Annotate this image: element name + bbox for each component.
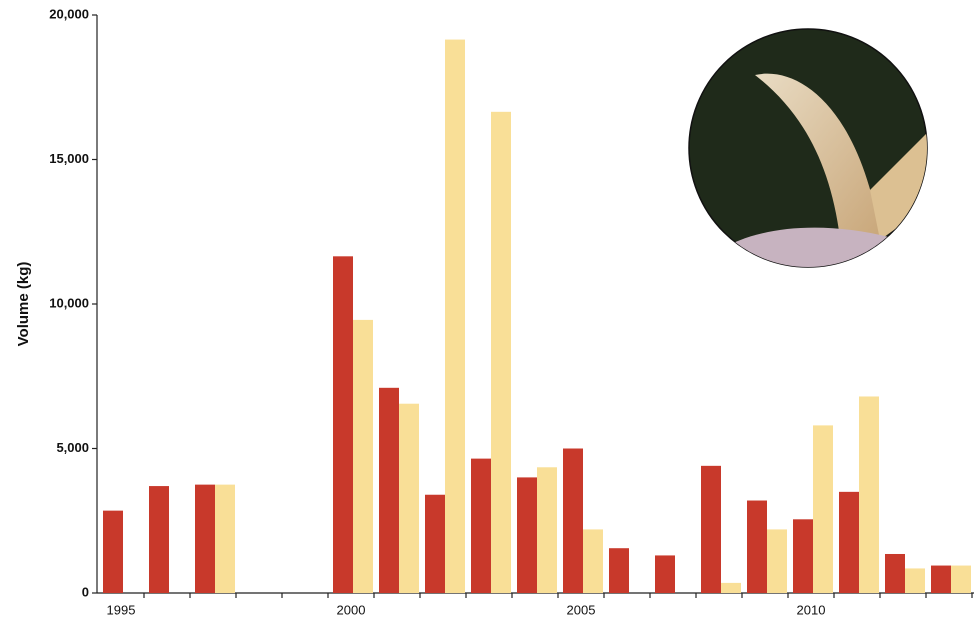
bar [425, 494, 445, 593]
bar [537, 467, 557, 593]
y-tick-label: 20,000 [49, 6, 89, 21]
bar [149, 486, 169, 593]
bar [655, 555, 675, 593]
bar [931, 565, 951, 593]
bar [353, 319, 373, 593]
bar [379, 387, 399, 593]
bar [215, 484, 235, 593]
bar [905, 568, 925, 593]
bar [445, 39, 465, 593]
bar [517, 477, 537, 593]
bar [399, 403, 419, 593]
x-tick-label: 2005 [567, 602, 596, 617]
x-tick-label: 2000 [337, 602, 366, 617]
bar [767, 529, 787, 593]
bar [793, 519, 813, 593]
y-tick-label: 0 [82, 584, 89, 599]
bar [721, 582, 741, 593]
x-tick-label: 2010 [797, 602, 826, 617]
photo [688, 28, 928, 268]
bar [491, 111, 511, 593]
bar [701, 465, 721, 593]
bar [747, 500, 767, 593]
x-tick-label: 1995 [107, 602, 136, 617]
bar [563, 448, 583, 593]
bar [951, 565, 971, 593]
y-axis-label: Volume (kg) [15, 262, 32, 347]
bar [885, 553, 905, 593]
bar [471, 458, 491, 593]
bar [609, 548, 629, 593]
bar [813, 425, 833, 593]
y-tick-label: 5,000 [56, 440, 89, 455]
bar [859, 396, 879, 593]
bar [195, 484, 215, 593]
bar [103, 510, 123, 593]
bar [583, 529, 603, 593]
y-tick-label: 15,000 [49, 151, 89, 166]
bar [333, 256, 353, 593]
bar [839, 491, 859, 593]
y-tick-label: 10,000 [49, 295, 89, 310]
